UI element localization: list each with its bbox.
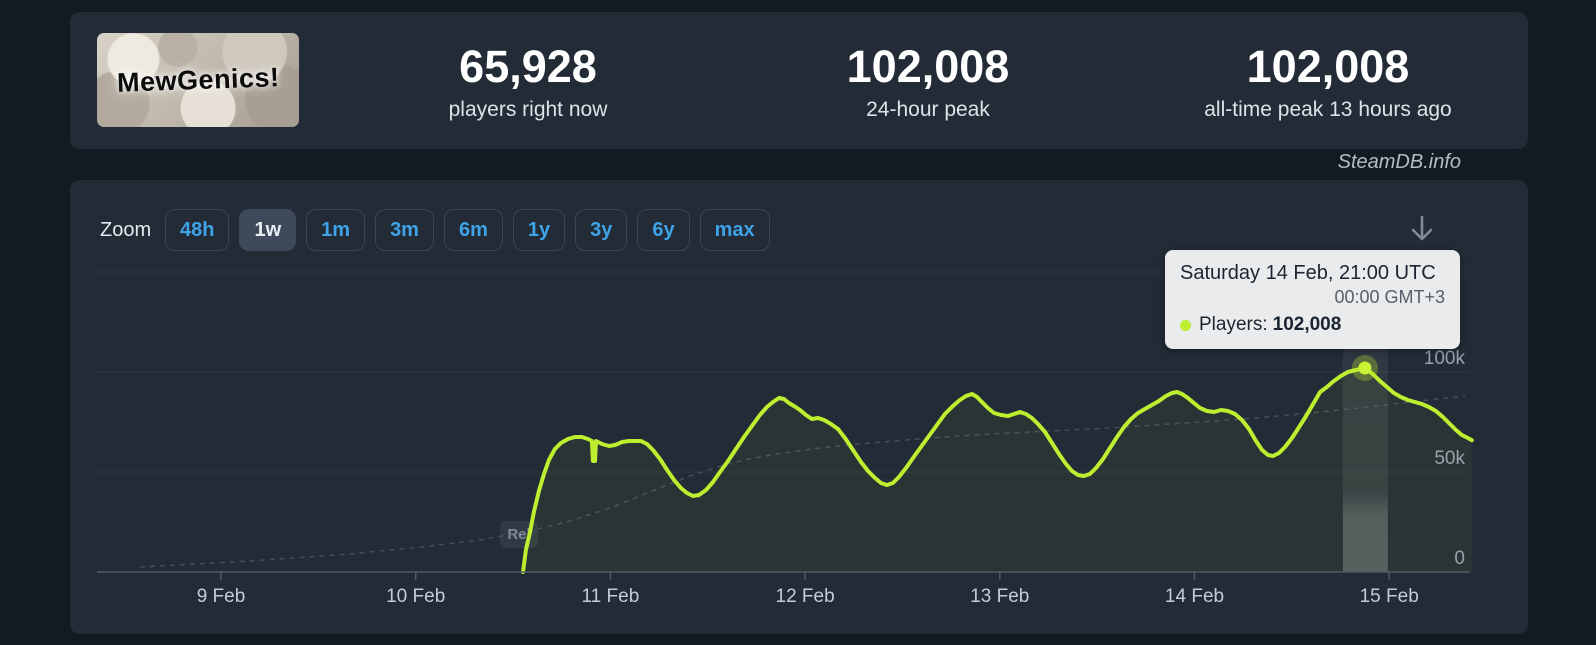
- x-axis-label-15-Feb: 15 Feb: [1359, 586, 1419, 607]
- player-stats-row: 65,928 players right now 102,008 24-hour…: [328, 12, 1528, 149]
- x-axis-label-9-Feb: 9 Feb: [196, 586, 246, 607]
- tooltip-local-time: 00:00 GMT+3: [1334, 287, 1445, 307]
- zoom-button-1y[interactable]: 1y: [512, 209, 566, 251]
- zoom-button-3y[interactable]: 3y: [575, 209, 628, 251]
- x-axis: [97, 571, 1470, 580]
- x-axis-label-14-Feb: 14 Feb: [1164, 586, 1225, 607]
- player-chart-plot[interactable]: [70, 180, 1528, 634]
- y-axis-label-100k: 100k: [1423, 348, 1465, 369]
- series-color-dot: [1180, 319, 1191, 331]
- 24h-peak-value: 102,008: [846, 41, 1010, 92]
- header-panel: MewGenics! 65,928 players right now 102,…: [70, 12, 1528, 149]
- chart-tooltip: Saturday 14 Feb, 21:00 UTC 00:00 GMT+3 P…: [1165, 250, 1460, 349]
- tooltip-players-label: Players:: [1199, 314, 1268, 335]
- zoom-label: Zoom: [100, 219, 152, 241]
- steamdb-watermark: SteamDB.info: [1337, 151, 1461, 173]
- 24h-peak-label: 24-hour peak: [866, 98, 990, 121]
- players-area-fill: [523, 368, 1472, 572]
- current-players-label: players right now: [448, 98, 608, 121]
- zoom-buttons-group: 48h 1w 1m 3m 6m 1y 3y 6y max: [165, 209, 770, 251]
- tooltip-players-value: 102,008: [1272, 314, 1342, 335]
- stat-current-players: 65,928 players right now: [328, 12, 728, 149]
- tooltip-date: Saturday 14 Feb, 21:00 UTC: [1180, 262, 1436, 284]
- trend-dashed-line: [139, 395, 1465, 568]
- y-axis-label-0: 0: [1454, 548, 1465, 569]
- alltime-peak-label: all-time peak 13 hours ago: [1204, 98, 1452, 121]
- current-players-value: 65,928: [459, 41, 597, 92]
- zoom-button-max[interactable]: max: [699, 209, 770, 251]
- x-axis-label-12-Feb: 12 Feb: [775, 586, 835, 607]
- download-icon[interactable]: [1407, 211, 1437, 249]
- zoom-button-6m[interactable]: 6m: [443, 209, 503, 251]
- y-axis-label-50k: 50k: [1434, 448, 1465, 469]
- tooltip-players-row: Players: 102,008: [1180, 312, 1445, 338]
- chart-panel: Zoom 48h 1w 1m 3m 6m 1y 3y 6y max Rel 0 50k 100k 9…: [70, 180, 1528, 634]
- x-axis-label-13-Feb: 13 Feb: [970, 586, 1030, 607]
- zoom-button-1m[interactable]: 1m: [306, 209, 366, 251]
- x-axis-label-11-Feb: 11 Feb: [581, 586, 640, 607]
- zoom-button-6y[interactable]: 6y: [637, 209, 690, 251]
- stat-alltime-peak: 102,008 all-time peak 13 hours ago: [1128, 12, 1528, 149]
- alltime-peak-value: 102,008: [1246, 41, 1410, 92]
- game-capsule-logo: MewGenics!: [97, 33, 299, 127]
- game-title: MewGenics!: [116, 61, 280, 98]
- stat-24h-peak: 102,008 24-hour peak: [728, 12, 1128, 149]
- hover-marker: [1358, 361, 1372, 375]
- zoom-button-1w[interactable]: 1w: [239, 209, 297, 251]
- zoom-button-3m[interactable]: 3m: [375, 209, 434, 251]
- zoom-button-48h[interactable]: 48h: [165, 209, 230, 251]
- players-line: [521, 366, 1474, 574]
- tooltip-pointer: [1357, 337, 1375, 348]
- x-axis-label-10-Feb: 10 Feb: [386, 586, 446, 607]
